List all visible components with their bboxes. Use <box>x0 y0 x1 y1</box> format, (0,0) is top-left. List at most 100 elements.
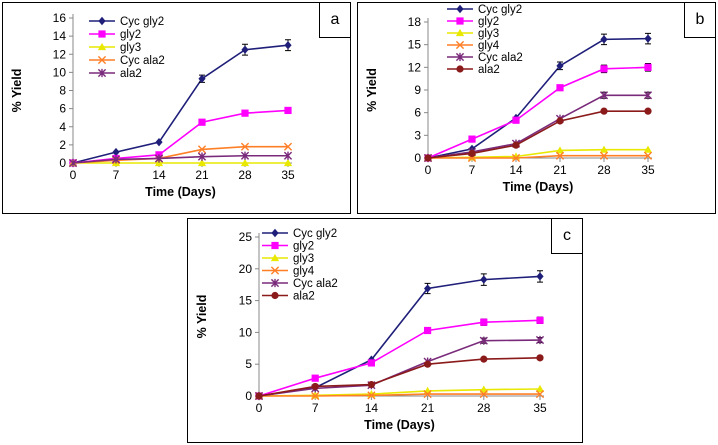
chart-a-data-point <box>197 152 207 161</box>
chart-a-data-point <box>197 145 207 154</box>
chart-b-data-point <box>599 145 609 153</box>
chart-c-data-point <box>367 380 375 389</box>
panel-label-b: b <box>684 3 715 38</box>
chart-b-x-axis-label: Time (Days) <box>503 180 574 194</box>
chart-b-series-0 <box>424 32 652 163</box>
chart-b-y-tick-label: 18 <box>408 15 422 29</box>
chart-c-series-3 <box>254 389 545 401</box>
chart-c-x-tick-label: 35 <box>533 401 547 415</box>
chart-c-data-point <box>536 354 544 362</box>
chart-c-x-tick-label: 14 <box>365 401 379 415</box>
chart-a-series-line <box>72 44 289 164</box>
chart-c-data-point <box>535 384 545 393</box>
chart-c-legend-label: gly4 <box>293 266 315 278</box>
chart-a-x-tick-label: 7 <box>113 168 120 182</box>
chart-a-data-point <box>240 151 250 160</box>
chart-a-data-point <box>284 40 292 50</box>
chart-b-data-point <box>643 91 653 100</box>
chart-a-data-point <box>154 154 164 163</box>
chart-c-legend-label: Cyc gly2 <box>293 228 337 240</box>
chart-c-data-point <box>367 359 375 367</box>
chart-c-x-tick-label: 7 <box>312 401 319 415</box>
chart-a-legend-label: gly3 <box>120 42 141 54</box>
chart-b-legend-swatch-marker <box>456 65 464 73</box>
chart-b-data-point <box>512 141 520 149</box>
chart-c-legend-label: gly2 <box>293 241 314 253</box>
chart-c-series-line <box>258 339 541 397</box>
chart-b-data-point <box>643 151 653 160</box>
chart-c-x-tick-label: 28 <box>477 401 491 415</box>
chart-b-data-point <box>600 35 608 44</box>
chart-b-x-tick-label: 0 <box>425 163 432 177</box>
chart-a-y-axis-label: % Yield <box>10 69 24 113</box>
chart-c-data-point <box>535 389 545 399</box>
chart-a-legend-swatch-marker <box>98 30 106 38</box>
chart-a-legend-label: Cyc ala2 <box>120 55 165 67</box>
chart-a-data-point <box>155 137 163 147</box>
chart-a-data-point <box>112 147 120 157</box>
chart-b-series-line <box>427 94 648 159</box>
chart-c-legend-swatch-marker <box>271 291 279 300</box>
chart-b-y-axis-label: % Yield <box>365 68 379 112</box>
chart-c-data-point <box>311 382 319 391</box>
chart-c-series-line <box>259 393 540 397</box>
chart-a-series-line <box>72 154 288 164</box>
chart-a-y-tick-label: 12 <box>53 47 67 61</box>
chart-c-data-point <box>536 316 544 324</box>
chart-b-series-line <box>427 110 648 159</box>
chart-b-legend-label: ala2 <box>478 64 500 76</box>
chart-c-y-tick-label: 10 <box>239 325 253 339</box>
chart-b-legend-label: Cyc ala2 <box>478 52 523 64</box>
chart-c-y-tick-label: 0 <box>245 389 252 403</box>
chart-c-legend-swatch-marker <box>270 266 280 275</box>
chart-c-data-point <box>480 318 488 326</box>
chart-c-y-tick-label: 15 <box>239 294 253 308</box>
chart-a-data-point <box>197 158 207 167</box>
chart-a-legend-label: Cyc gly2 <box>120 16 164 28</box>
chart-a-legend-swatch-marker <box>97 42 107 51</box>
chart-b-series-1 <box>424 63 652 162</box>
chart-a-data-point <box>241 45 249 54</box>
chart-a-data-point <box>283 158 293 167</box>
chart-c-x-axis-label: Time (Days) <box>364 418 435 432</box>
chart-a-x-tick-label: 21 <box>195 168 209 182</box>
chart-a-y-tick-label: 4 <box>59 120 66 134</box>
chart-c-series-4 <box>254 335 545 401</box>
chart-b-data-point <box>644 34 652 43</box>
chart-b-data-point <box>555 151 565 160</box>
chart-c-data-point <box>311 391 320 401</box>
chart-c-y-tick-label: 25 <box>239 230 253 244</box>
chart-b-data-point <box>511 153 521 163</box>
chart-b-legend-swatch-marker <box>455 28 465 37</box>
chart-a-legend-label: gly2 <box>120 29 141 41</box>
chart-c-data-point <box>479 336 488 345</box>
chart-a-y-tick-label: 8 <box>59 84 66 98</box>
chart-a-y-tick-label: 10 <box>53 65 67 79</box>
chart-b-x-tick-label: 28 <box>597 163 611 177</box>
chart-b-series-line <box>427 37 649 159</box>
chart-b-y-tick-label: 0 <box>414 151 421 165</box>
chart-b-data-point <box>600 65 608 73</box>
chart-b-legend-swatch-marker <box>455 52 465 62</box>
chart-c-data-point <box>536 272 544 281</box>
chart-a-legend-swatch-marker <box>98 16 106 26</box>
chart-a-y-tick-label: 2 <box>59 138 66 152</box>
chart-a-x-tick-label: 28 <box>238 168 252 182</box>
chart-a-data-point <box>198 74 206 83</box>
chart-c-data-point <box>480 355 488 363</box>
chart-b-legend-swatch-marker <box>456 4 464 14</box>
chart-b-data-point <box>512 116 520 124</box>
chart-b-legend-label: gly3 <box>478 28 499 40</box>
chart-a-y-tick-label: 0 <box>59 156 66 170</box>
chart-a-data-point <box>283 151 293 160</box>
chart-b-data-point <box>644 107 652 115</box>
chart-a-x-tick-label: 35 <box>281 168 295 182</box>
chart-b-series-5 <box>424 107 652 162</box>
chart-c-series-2 <box>254 384 545 400</box>
chart-b-x-tick-label: 21 <box>553 163 567 177</box>
chart-c-data-point <box>479 385 488 393</box>
chart-c-data-point <box>479 389 488 399</box>
chart-c-data-point <box>255 392 263 400</box>
chart-a-data-point <box>68 158 78 168</box>
